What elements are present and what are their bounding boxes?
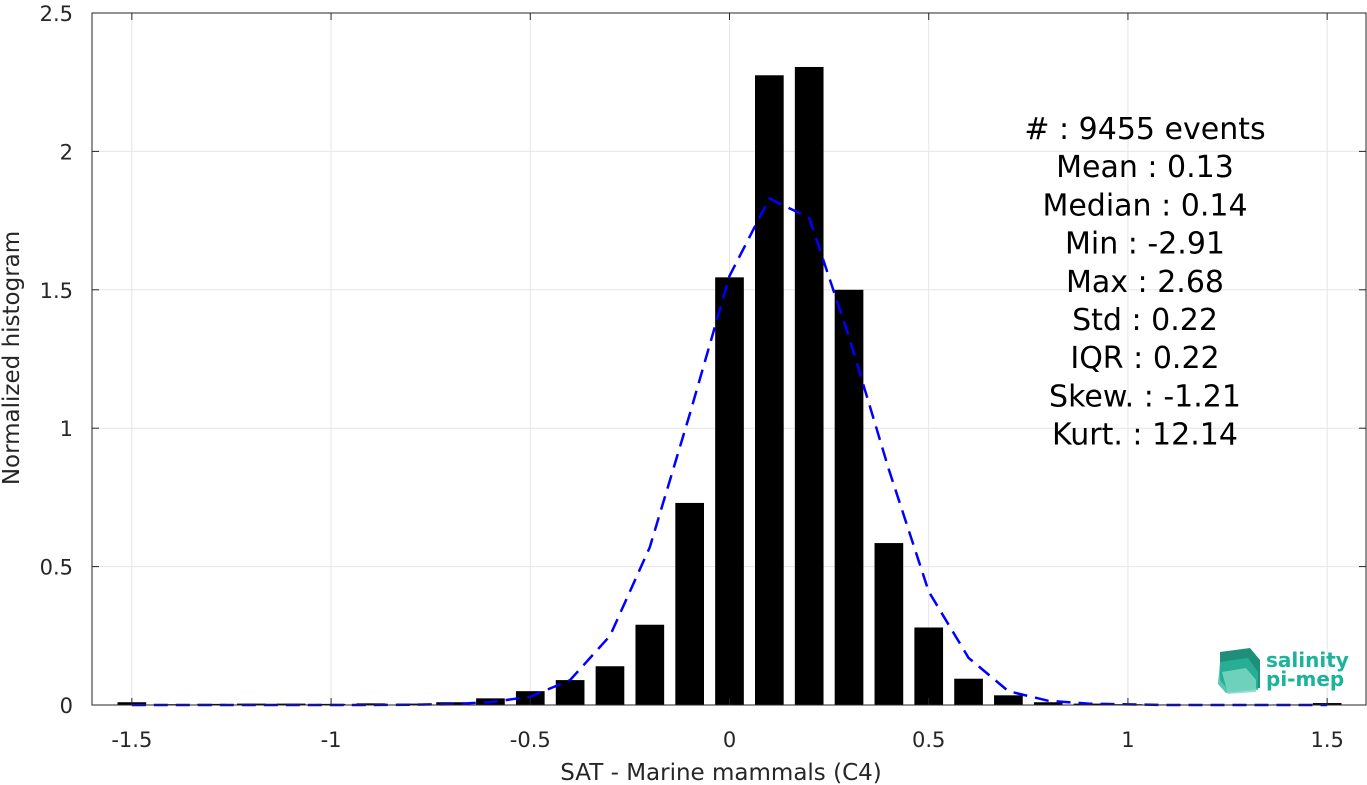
logo-waves-icon [1218, 648, 1260, 694]
stat-line: Mean : 0.13 [1056, 150, 1234, 185]
bar-series [117, 66, 1342, 705]
stat-line: Min : -2.91 [1065, 227, 1225, 262]
stat-line: Max : 2.68 [1066, 265, 1224, 300]
histogram-bar [1033, 702, 1063, 705]
histogram-bar [715, 277, 744, 705]
x-tick-label: 1 [1121, 728, 1134, 752]
histogram-bar [914, 627, 944, 705]
x-tick-label: 0 [723, 728, 736, 752]
histogram-bar [595, 666, 625, 705]
histogram-bar [635, 624, 665, 705]
x-tick-label: -1.5 [111, 728, 152, 752]
y-axis-label: Normalized histogram [0, 231, 25, 485]
x-tick-label: 1.5 [1310, 728, 1343, 752]
x-axis-label: SAT - Marine mammals (C4) [560, 760, 882, 785]
stat-line: IQR : 0.22 [1070, 341, 1219, 376]
stat-line: Median : 0.14 [1042, 188, 1247, 223]
salinity-pi-mep-logo: salinity pi-mep [1218, 648, 1349, 694]
histogram-bar [755, 75, 784, 705]
y-tick-label: 1 [60, 417, 73, 441]
y-tick-labels: 0 0.5 1 1.5 2 2.5 [40, 2, 73, 718]
y-tick-label: 0.5 [40, 556, 73, 580]
histogram-bar [675, 502, 704, 705]
y-tick-label: 1.5 [40, 279, 73, 303]
logo-text-pi-mep: pi-mep [1266, 667, 1344, 691]
histogram-bar [794, 66, 824, 705]
x-tick-labels: -1.5 -1 -0.5 0 0.5 1 1.5 [111, 728, 1344, 752]
histogram-bar [834, 289, 864, 705]
y-tick-label: 2 [60, 140, 73, 164]
x-tick-label: -1 [321, 728, 342, 752]
histogram-bar [396, 703, 426, 705]
histogram-bar [954, 678, 983, 705]
x-tick-label: 0.5 [912, 728, 945, 752]
logo-text-salinity: salinity [1266, 648, 1349, 672]
stat-line: Std : 0.22 [1072, 303, 1218, 338]
histogram-bar [874, 543, 904, 705]
stat-line: # : 9455 events [1024, 112, 1265, 147]
y-tick-label: 2.5 [40, 2, 73, 26]
tick-marks [92, 12, 1366, 706]
y-tick-label: 0 [60, 694, 73, 718]
x-tick-label: -0.5 [510, 728, 551, 752]
histogram-bar [994, 695, 1023, 705]
stat-line: Skew. : -1.21 [1049, 379, 1241, 414]
histogram-bar [356, 703, 386, 705]
stat-line: Kurt. : 12.14 [1052, 418, 1238, 453]
